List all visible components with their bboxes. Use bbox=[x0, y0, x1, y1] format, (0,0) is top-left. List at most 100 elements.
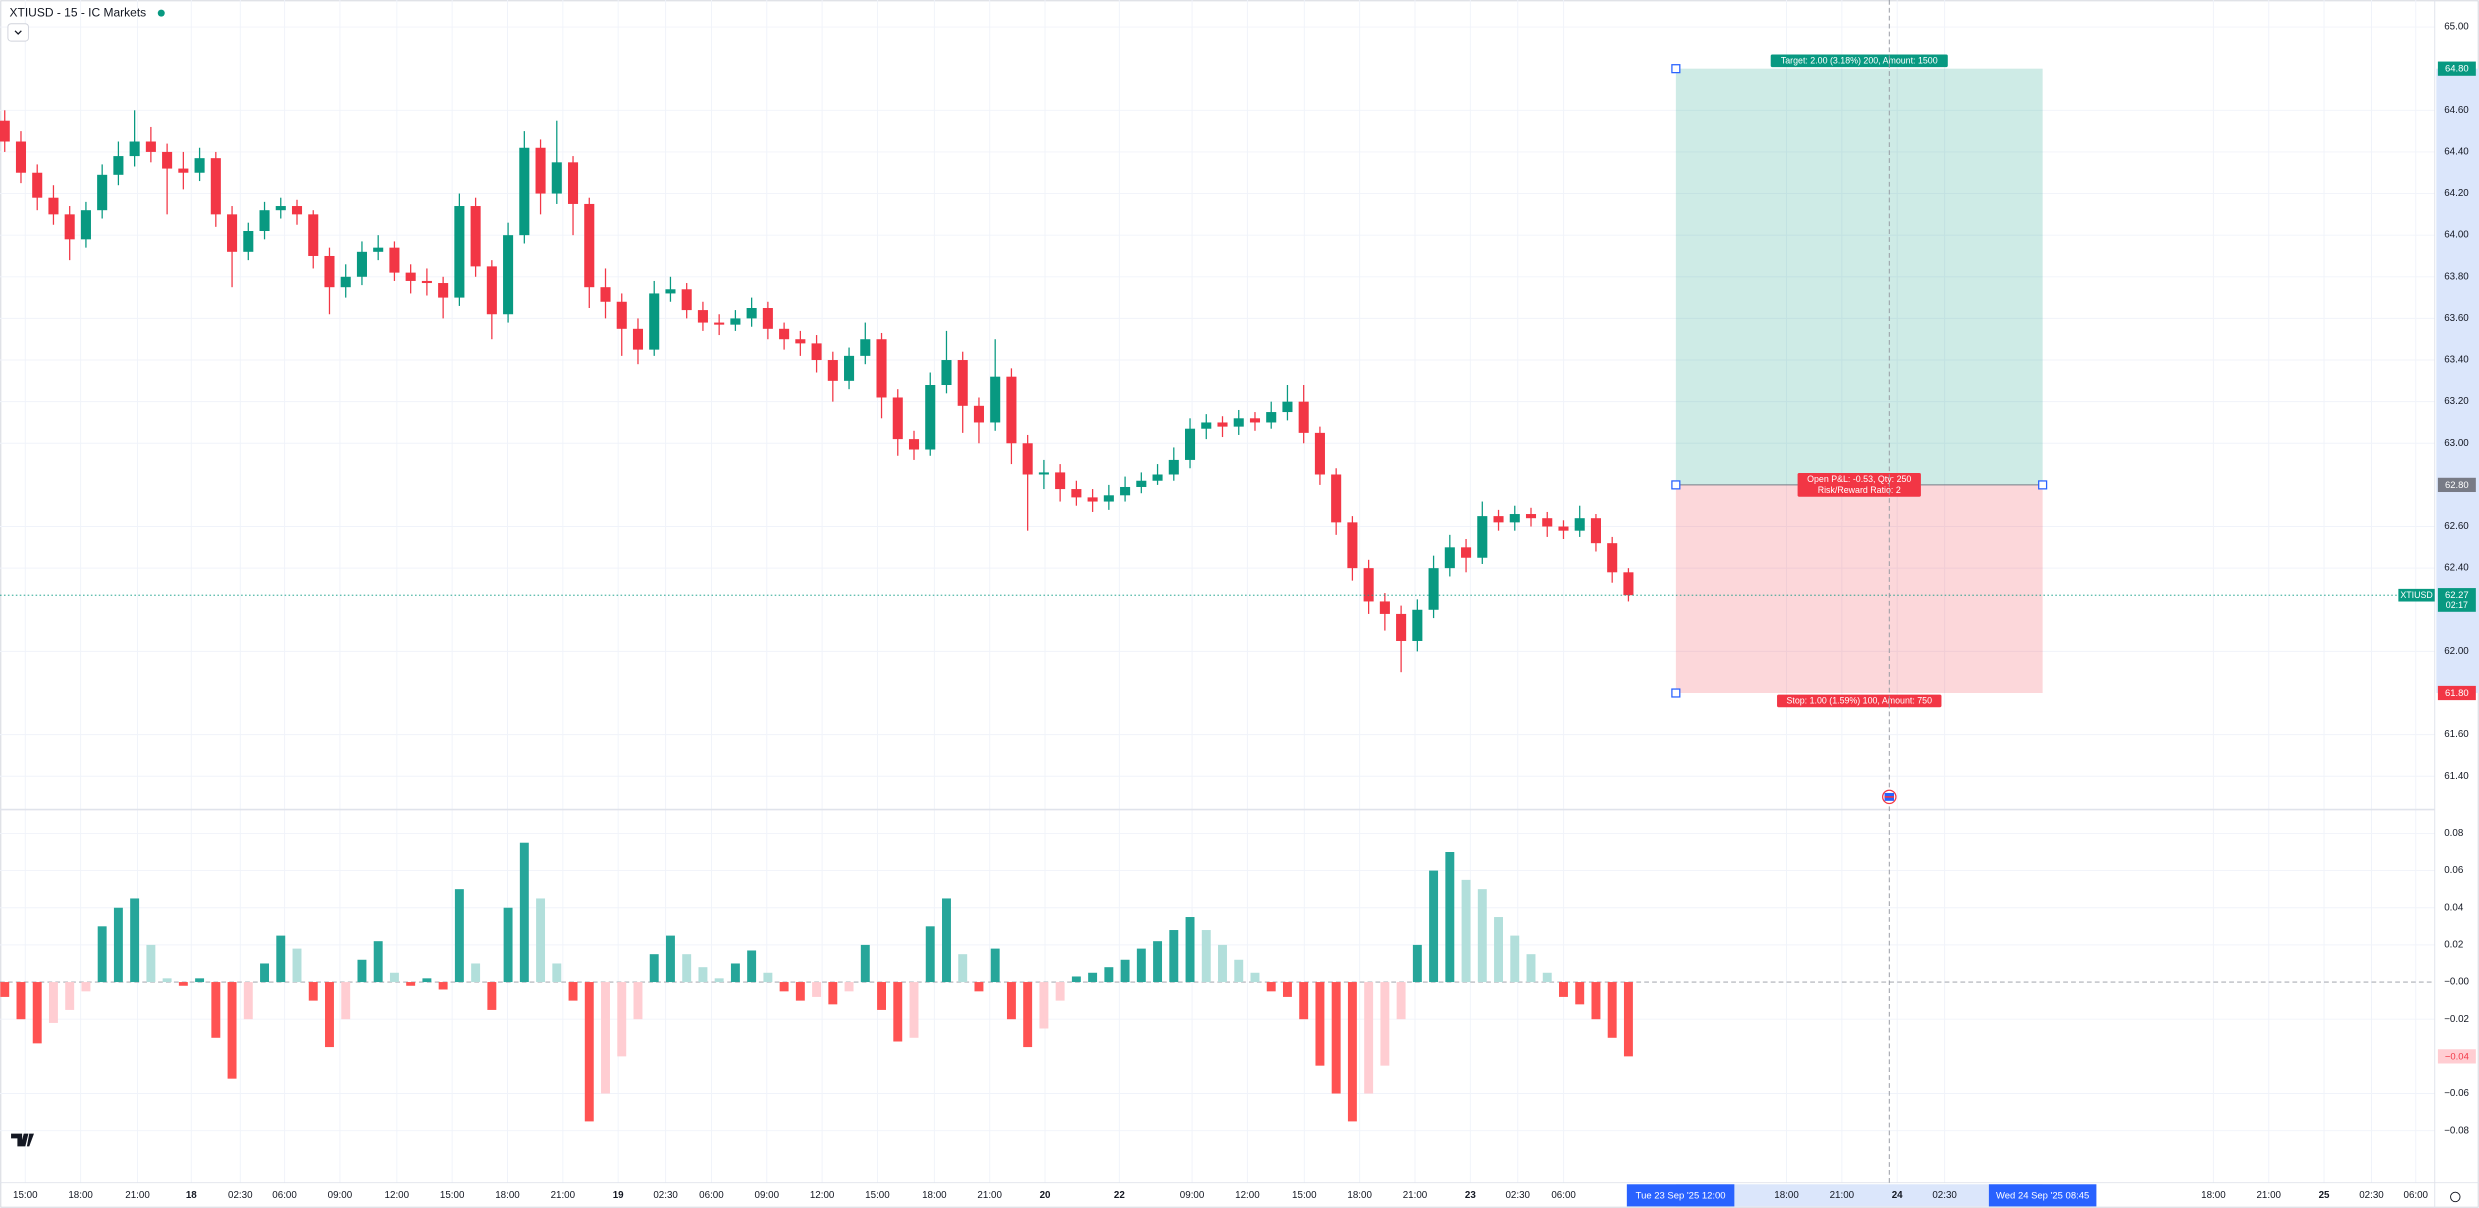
candle-body bbox=[1542, 518, 1553, 527]
profit-zone bbox=[1675, 68, 2043, 485]
histogram-bar bbox=[1429, 870, 1439, 983]
loss-zone bbox=[1675, 484, 2043, 694]
candle-body bbox=[454, 206, 465, 298]
histogram-bar bbox=[48, 982, 58, 1023]
time-tick-label: 09:00 bbox=[755, 1190, 780, 1201]
price-tick-label: 62.00 bbox=[2444, 646, 2469, 657]
histogram-bar bbox=[1169, 930, 1179, 983]
histogram-bar bbox=[682, 954, 692, 983]
histogram-bar bbox=[1494, 917, 1503, 983]
candle-body bbox=[892, 397, 903, 440]
histogram-bar bbox=[211, 982, 221, 1038]
price-tick-label: 64.40 bbox=[2444, 147, 2469, 158]
osc-tick-label: −0.08 bbox=[2444, 1125, 2469, 1136]
histogram-bar bbox=[519, 842, 529, 983]
osc-value-label: −0.04 bbox=[2445, 1051, 2469, 1062]
candle-body bbox=[973, 405, 984, 423]
time-tick-label: 09:00 bbox=[328, 1190, 353, 1201]
histogram-bar bbox=[1071, 976, 1081, 983]
candle-body bbox=[957, 360, 968, 406]
time-tick-label: 21:00 bbox=[125, 1190, 150, 1201]
histogram-bar bbox=[0, 982, 10, 997]
time-tick-label: 24 bbox=[1892, 1190, 1903, 1201]
time-tick-label: 15:00 bbox=[865, 1190, 890, 1201]
osc-value-badge bbox=[2437, 1049, 2476, 1064]
histogram-bar bbox=[1266, 982, 1276, 992]
candle-body bbox=[421, 280, 432, 284]
candle-body bbox=[1201, 422, 1212, 429]
histogram-bar bbox=[665, 935, 675, 983]
candle-body bbox=[795, 339, 806, 344]
time-tick-label: 15:00 bbox=[13, 1190, 38, 1201]
candle-body bbox=[0, 120, 10, 142]
time-tick-label: 02:30 bbox=[228, 1190, 253, 1201]
position-label: Risk/Reward Ratio: 2 bbox=[1818, 485, 1901, 495]
price-badge-label: 62.80 bbox=[2445, 480, 2469, 491]
price-tick-label: 62.40 bbox=[2444, 563, 2469, 574]
candle-body bbox=[48, 197, 59, 215]
candle-body bbox=[1574, 518, 1585, 531]
osc-tick-label: 0.04 bbox=[2444, 902, 2464, 913]
histogram-bar bbox=[373, 941, 383, 983]
time-badge-label: Wed 24 Sep '25 08:45 bbox=[1996, 1191, 2089, 1202]
settings-button[interactable] bbox=[2450, 1191, 2461, 1203]
candle-body bbox=[1314, 432, 1325, 475]
candle-body bbox=[616, 301, 627, 329]
candle-body bbox=[503, 235, 514, 315]
candle-body bbox=[1120, 486, 1131, 496]
histogram-bar bbox=[1006, 982, 1016, 1020]
time-tick-label: 21:00 bbox=[1830, 1190, 1855, 1201]
histogram-bar bbox=[308, 982, 318, 1001]
price-tick-label: 63.80 bbox=[2444, 271, 2469, 282]
candle-body bbox=[1590, 518, 1601, 544]
candle-body bbox=[1055, 472, 1066, 490]
histogram-bar bbox=[942, 898, 951, 983]
histogram-bar bbox=[795, 982, 805, 1001]
histogram-bar bbox=[1526, 954, 1536, 983]
osc-tick-label: 0.06 bbox=[2444, 865, 2464, 876]
candle-body bbox=[405, 272, 416, 281]
time-badge bbox=[1626, 1184, 1735, 1207]
histogram-bar bbox=[1136, 948, 1146, 983]
histogram-bar bbox=[1347, 982, 1357, 1122]
candle-body bbox=[1152, 474, 1163, 481]
time-badge-label: Tue 23 Sep '25 12:00 bbox=[1636, 1191, 1726, 1202]
histogram-bar bbox=[341, 982, 351, 1020]
histogram-bar bbox=[633, 982, 643, 1020]
histogram-bar bbox=[1250, 972, 1260, 983]
candle-body bbox=[1168, 459, 1179, 475]
time-range-highlight bbox=[1675, 1184, 2043, 1207]
candle-body bbox=[1412, 609, 1423, 641]
candle-body bbox=[844, 355, 855, 381]
histogram-bar bbox=[1201, 930, 1211, 983]
histogram-bar bbox=[763, 972, 773, 983]
candle-body bbox=[1509, 514, 1520, 523]
histogram-bar bbox=[1039, 982, 1049, 1029]
candle-body bbox=[80, 210, 91, 240]
histogram-bar bbox=[471, 963, 481, 983]
candle-body bbox=[860, 339, 871, 356]
candle-body bbox=[1396, 613, 1407, 641]
candle-body bbox=[908, 439, 920, 450]
candle-body bbox=[291, 206, 303, 215]
price-tick-label: 61.60 bbox=[2444, 729, 2469, 740]
collapse-button[interactable] bbox=[7, 23, 29, 42]
candle-body bbox=[681, 289, 692, 311]
time-tick-label: 06:00 bbox=[699, 1190, 724, 1201]
histogram-bar bbox=[438, 982, 448, 990]
last-price-badge bbox=[2437, 588, 2476, 612]
histogram-bar bbox=[1445, 852, 1455, 983]
time-tick-label: 06:00 bbox=[272, 1190, 297, 1201]
candle-body bbox=[1461, 547, 1472, 558]
histogram-bar bbox=[1510, 935, 1520, 983]
histogram-bar bbox=[568, 982, 578, 1001]
histogram-bar bbox=[454, 889, 464, 983]
candle-body bbox=[697, 310, 708, 323]
candle-body bbox=[551, 162, 562, 194]
candle-body bbox=[1558, 526, 1569, 531]
candle-body bbox=[113, 156, 124, 175]
candle-body bbox=[632, 328, 644, 350]
histogram-bar bbox=[1380, 982, 1390, 1066]
candle-body bbox=[811, 343, 822, 361]
